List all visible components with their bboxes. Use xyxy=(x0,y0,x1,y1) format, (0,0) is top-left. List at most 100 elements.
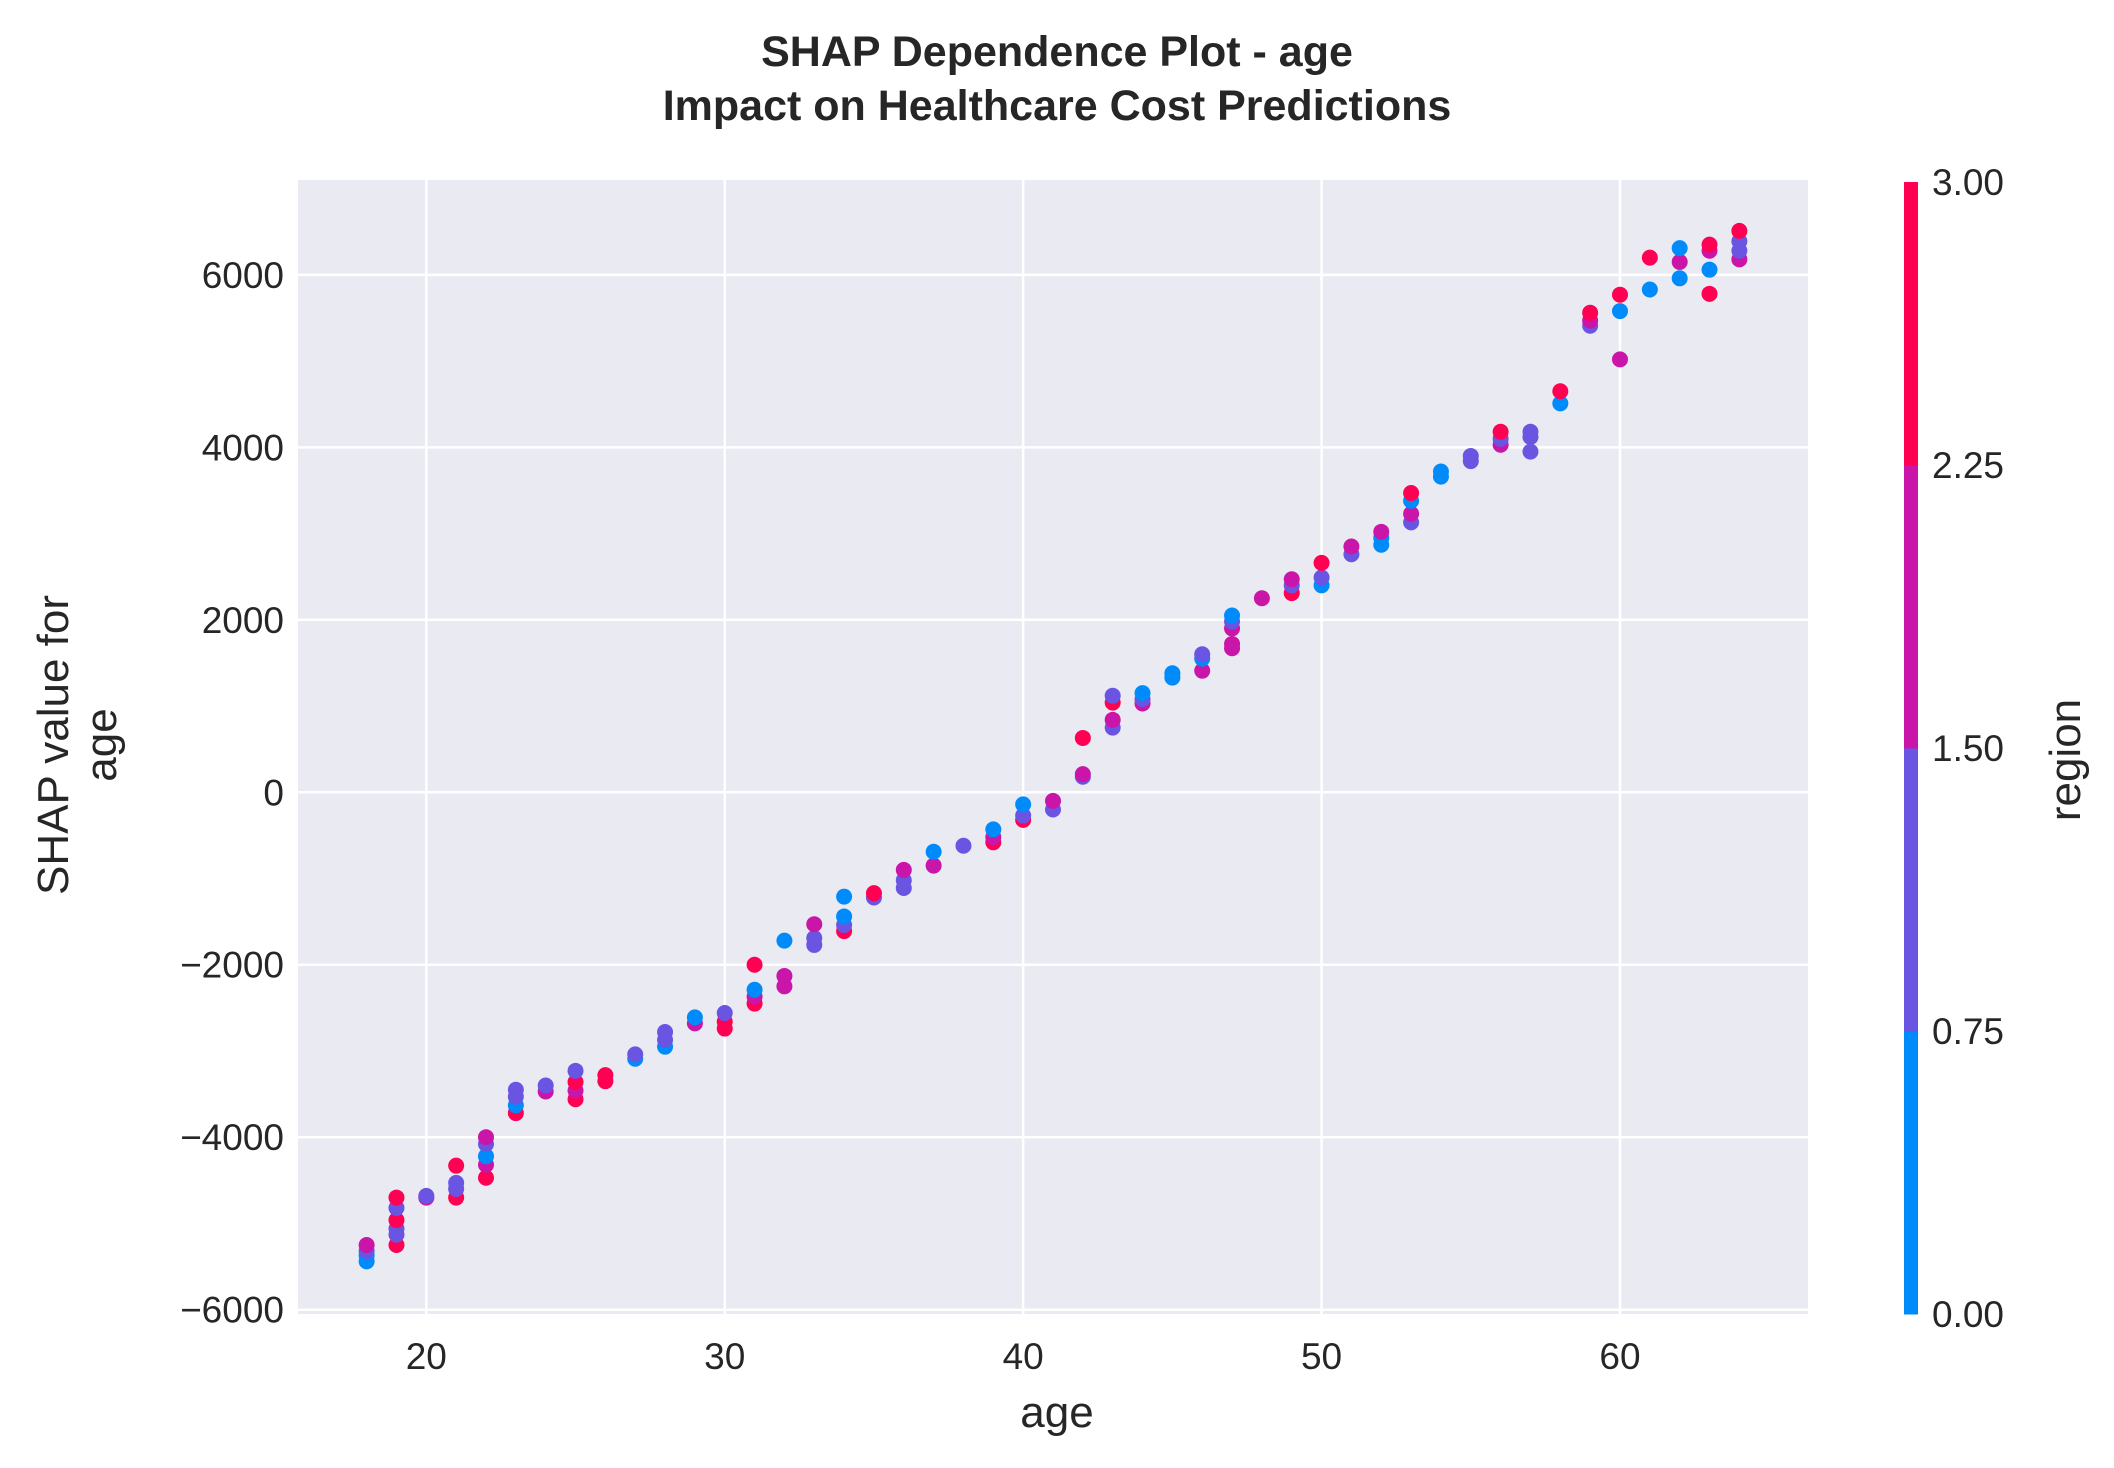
scatter-point xyxy=(1134,685,1151,702)
scatter-point xyxy=(1671,253,1688,270)
scatter-point xyxy=(567,1074,584,1091)
scatter-point xyxy=(836,888,853,905)
colorbar-segment xyxy=(1904,748,1918,1032)
scatter-point xyxy=(1611,303,1628,320)
x-tick-label: 30 xyxy=(704,1336,745,1377)
scatter-point xyxy=(1432,463,1449,480)
scatter-point xyxy=(1701,236,1718,253)
scatter-point xyxy=(836,908,853,925)
y-tick-label: 6000 xyxy=(202,255,284,296)
scatter-point xyxy=(1611,286,1628,303)
y-axis-label-line-1: SHAP value for xyxy=(29,595,78,895)
colorbar xyxy=(1904,182,1918,1315)
colorbar-tick-label: 0.75 xyxy=(1932,1011,2004,1052)
scatter-points xyxy=(358,222,1748,1270)
scatter-point xyxy=(478,1129,495,1146)
scatter-point xyxy=(1224,635,1241,652)
colorbar-tick-label: 1.50 xyxy=(1932,728,2004,769)
scatter-point xyxy=(448,1157,465,1174)
scatter-point xyxy=(1522,443,1539,460)
scatter-point xyxy=(686,1009,703,1026)
colorbar-segment xyxy=(1904,1031,1918,1315)
scatter-point xyxy=(388,1212,405,1229)
scatter-point xyxy=(388,1189,405,1206)
scatter-point xyxy=(1015,796,1032,813)
scatter-point xyxy=(1701,285,1718,302)
scatter-point xyxy=(776,932,793,949)
scatter-point xyxy=(1104,687,1121,704)
x-tick-labels: 20 30 40 50 60 xyxy=(406,1336,1641,1377)
y-tick-label: 2000 xyxy=(202,600,284,641)
scatter-point xyxy=(657,1024,674,1041)
scatter-point xyxy=(1194,646,1211,663)
scatter-point xyxy=(1373,523,1390,540)
scatter-point xyxy=(1582,304,1599,321)
scatter-point xyxy=(895,861,912,878)
scatter-point xyxy=(1671,270,1688,287)
scatter-point xyxy=(1701,261,1718,278)
scatter-point xyxy=(1552,395,1569,412)
scatter-point xyxy=(418,1187,435,1204)
scatter-point xyxy=(1074,729,1091,746)
colorbar-label: region xyxy=(2041,699,2090,821)
y-tick-label: 0 xyxy=(263,772,284,813)
scatter-point xyxy=(806,930,823,947)
scatter-point xyxy=(1074,766,1091,783)
plot-area xyxy=(298,180,1808,1314)
scatter-point xyxy=(1671,240,1688,257)
scatter-point xyxy=(1403,485,1420,502)
scatter-point xyxy=(1104,711,1121,728)
scatter-point xyxy=(1522,423,1539,440)
scatter-point xyxy=(1313,554,1330,571)
chart-subtitle: Impact on Healthcare Cost Predictions xyxy=(663,82,1452,130)
y-tick-label: −6000 xyxy=(180,1290,284,1331)
scatter-point xyxy=(925,857,942,874)
scatter-point xyxy=(716,1005,733,1022)
colorbar-segment xyxy=(1904,182,1918,466)
scatter-point xyxy=(1343,538,1360,555)
scatter-point xyxy=(597,1067,614,1084)
scatter-point xyxy=(1462,447,1479,464)
y-axis-label: SHAP value for age xyxy=(29,595,126,895)
y-tick-label: −2000 xyxy=(180,945,284,986)
scatter-point xyxy=(507,1081,524,1098)
y-axis-label-line-2: age xyxy=(77,708,126,781)
scatter-point xyxy=(1403,505,1420,522)
scatter-point xyxy=(537,1077,554,1094)
scatter-point xyxy=(1492,423,1509,440)
scatter-point xyxy=(1611,351,1628,368)
scatter-point xyxy=(746,981,763,998)
y-tick-labels: 6000 4000 2000 0 −2000 −4000 −6000 xyxy=(180,255,284,1331)
scatter-point xyxy=(1015,807,1032,824)
colorbar-tick-label: 2.25 xyxy=(1932,445,2004,486)
scatter-point xyxy=(746,956,763,973)
colorbar-tick-label: 0.00 xyxy=(1932,1294,2004,1335)
scatter-point xyxy=(1641,249,1658,266)
scatter-point xyxy=(806,916,823,933)
x-tick-label: 50 xyxy=(1301,1336,1342,1377)
x-tick-label: 20 xyxy=(406,1336,447,1377)
colorbar-segment xyxy=(1904,465,1918,749)
scatter-point xyxy=(1224,607,1241,624)
scatter-point xyxy=(925,843,942,860)
y-tick-label: −4000 xyxy=(180,1117,284,1158)
x-axis-label: age xyxy=(1020,1388,1093,1437)
scatter-point xyxy=(448,1174,465,1191)
scatter-point xyxy=(478,1148,495,1165)
scatter-point xyxy=(358,1237,375,1254)
scatter-point xyxy=(955,837,972,854)
scatter-point xyxy=(985,821,1002,838)
scatter-point xyxy=(1731,222,1748,239)
scatter-point xyxy=(1552,383,1569,400)
chart-title: SHAP Dependence Plot - age xyxy=(761,28,1353,76)
colorbar-tick-label: 3.00 xyxy=(1932,162,2004,203)
scatter-point xyxy=(627,1046,644,1063)
scatter-point xyxy=(776,967,793,984)
x-tick-label: 60 xyxy=(1599,1336,1640,1377)
scatter-point xyxy=(1253,590,1270,607)
scatter-point xyxy=(1194,662,1211,679)
scatter-point xyxy=(865,885,882,902)
colorbar-tick-labels: 0.00 0.75 1.50 2.25 3.00 xyxy=(1932,162,2004,1335)
scatter-point xyxy=(478,1169,495,1186)
